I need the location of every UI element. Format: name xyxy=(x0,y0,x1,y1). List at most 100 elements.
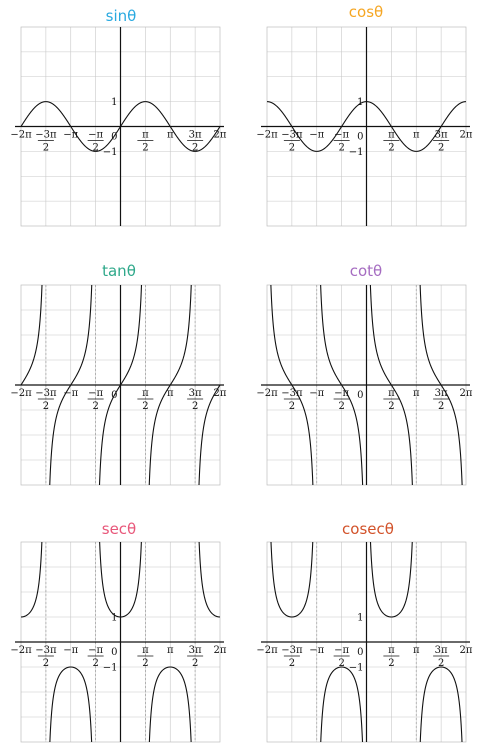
x-tick-numerator: 3π xyxy=(435,645,448,656)
origin-label: 0 xyxy=(111,390,117,401)
x-tick-numerator: 3π xyxy=(435,130,448,141)
chart-title: tanθ xyxy=(102,262,136,280)
x-tick-label: −π xyxy=(63,388,78,399)
x-tick-numerator: 3π xyxy=(189,388,202,399)
x-tick-denominator: 2 xyxy=(289,401,295,412)
x-tick-denominator: 2 xyxy=(43,143,49,154)
x-tick-numerator: −3π xyxy=(35,388,57,399)
x-tick-denominator: 2 xyxy=(388,143,394,154)
x-tick-numerator: −π xyxy=(334,388,349,399)
x-tick-numerator: π xyxy=(388,130,395,141)
x-tick-numerator: −π xyxy=(334,130,349,141)
x-tick-denominator: 2 xyxy=(142,143,148,154)
x-tick-label: 2π xyxy=(460,388,473,399)
x-tick-label: π xyxy=(413,388,420,399)
origin-label: 0 xyxy=(357,132,363,143)
x-tick-label: 2π xyxy=(214,130,227,141)
x-tick-label: −2π xyxy=(10,388,32,399)
x-tick-denominator: 2 xyxy=(388,658,394,669)
chart-title: cosθ xyxy=(349,3,383,21)
x-tick-denominator: 2 xyxy=(438,143,444,154)
x-tick-label: −π xyxy=(63,645,78,656)
x-tick-label: 2π xyxy=(460,130,473,141)
x-tick-denominator: 2 xyxy=(142,401,148,412)
x-tick-label: π xyxy=(413,645,420,656)
x-tick-denominator: 2 xyxy=(192,401,198,412)
x-tick-numerator: −π xyxy=(88,645,103,656)
x-tick-label: −2π xyxy=(10,645,32,656)
x-tick-label: −2π xyxy=(256,388,278,399)
series-line xyxy=(267,101,466,152)
y-tick-label: −1 xyxy=(103,147,118,158)
series-line xyxy=(21,542,220,742)
x-tick-label: −π xyxy=(309,130,324,141)
series-line xyxy=(20,285,221,485)
y-tick-label: −1 xyxy=(349,663,364,674)
x-tick-denominator: 2 xyxy=(289,658,295,669)
x-tick-label: π xyxy=(167,130,174,141)
origin-label: 0 xyxy=(111,132,117,143)
x-tick-label: −2π xyxy=(256,130,278,141)
x-tick-label: 2π xyxy=(214,645,227,656)
x-tick-numerator: −π xyxy=(88,388,103,399)
x-tick-denominator: 2 xyxy=(388,401,394,412)
x-tick-numerator: 3π xyxy=(189,130,202,141)
chart-title: cotθ xyxy=(350,262,382,280)
x-tick-numerator: −3π xyxy=(281,388,303,399)
x-tick-denominator: 2 xyxy=(192,658,198,669)
x-tick-label: 2π xyxy=(214,388,227,399)
x-tick-label: −π xyxy=(63,130,78,141)
x-tick-numerator: π xyxy=(142,130,149,141)
y-tick-label: 1 xyxy=(357,97,363,108)
x-tick-denominator: 2 xyxy=(289,143,295,154)
x-tick-denominator: 2 xyxy=(92,401,98,412)
x-tick-label: −π xyxy=(309,645,324,656)
y-tick-label: 1 xyxy=(357,613,363,624)
x-tick-numerator: −3π xyxy=(35,645,57,656)
x-tick-label: 2π xyxy=(460,645,473,656)
x-tick-numerator: −π xyxy=(334,645,349,656)
x-tick-label: π xyxy=(413,130,420,141)
x-tick-numerator: 3π xyxy=(189,645,202,656)
x-tick-numerator: π xyxy=(388,388,395,399)
x-tick-denominator: 2 xyxy=(338,658,344,669)
chart-title: cosecθ xyxy=(342,520,394,538)
x-tick-label: −2π xyxy=(10,130,32,141)
x-tick-denominator: 2 xyxy=(92,143,98,154)
origin-label: 0 xyxy=(357,390,363,401)
x-tick-numerator: π xyxy=(142,645,149,656)
x-tick-denominator: 2 xyxy=(142,658,148,669)
y-tick-label: −1 xyxy=(103,663,118,674)
x-tick-denominator: 2 xyxy=(338,401,344,412)
x-tick-numerator: −3π xyxy=(281,645,303,656)
x-tick-denominator: 2 xyxy=(43,658,49,669)
series-line xyxy=(20,101,221,152)
origin-label: 0 xyxy=(111,647,117,658)
chart-title: sinθ xyxy=(106,7,137,25)
x-tick-numerator: −π xyxy=(88,130,103,141)
y-tick-label: −1 xyxy=(349,147,364,158)
x-tick-label: −π xyxy=(309,388,324,399)
x-tick-numerator: π xyxy=(388,645,395,656)
series-line xyxy=(270,285,463,485)
x-tick-numerator: π xyxy=(142,388,149,399)
series-line xyxy=(270,542,463,742)
x-tick-denominator: 2 xyxy=(438,401,444,412)
origin-label: 0 xyxy=(357,647,363,658)
x-tick-label: π xyxy=(167,388,174,399)
y-tick-label: 1 xyxy=(111,97,117,108)
x-tick-numerator: −3π xyxy=(35,130,57,141)
x-tick-denominator: 2 xyxy=(438,658,444,669)
x-tick-label: −2π xyxy=(256,645,278,656)
y-tick-label: 1 xyxy=(111,613,117,624)
x-tick-denominator: 2 xyxy=(192,143,198,154)
x-tick-denominator: 2 xyxy=(43,401,49,412)
x-tick-numerator: 3π xyxy=(435,388,448,399)
x-tick-denominator: 2 xyxy=(338,143,344,154)
